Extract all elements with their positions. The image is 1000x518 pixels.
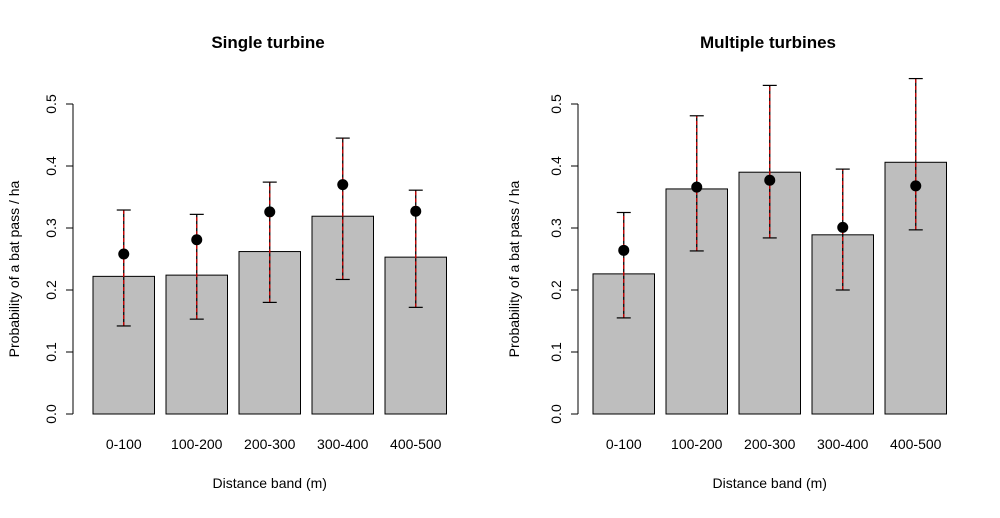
data-point	[264, 206, 276, 218]
y-tick-label: 0.0	[548, 404, 564, 424]
x-tick-label: 100-200	[171, 436, 223, 452]
x-axis-label: Distance band (m)	[213, 475, 327, 491]
y-tick-label: 0.0	[43, 404, 59, 424]
chart-title: Single turbine	[211, 33, 324, 52]
data-point	[910, 180, 922, 192]
data-point	[118, 248, 130, 260]
data-point	[191, 234, 203, 246]
y-tick-label: 0.1	[43, 342, 59, 362]
data-point	[618, 244, 630, 256]
y-tick-label: 0.2	[43, 280, 59, 300]
y-tick-label: 0.3	[43, 218, 59, 238]
y-axis-label: Probability of a bat pass / ha	[506, 180, 522, 357]
x-tick-label: 200-300	[244, 436, 296, 452]
chart-panel-1: Single turbine 0.0 0.1 0.2 0.3 0.4 0.5 Probabil…	[6, 33, 447, 491]
data-point	[691, 181, 703, 193]
data-point	[410, 205, 422, 217]
x-tick-label: 200-300	[744, 436, 796, 452]
data-point	[337, 179, 349, 191]
x-tick-label: 400-500	[390, 436, 442, 452]
y-tick-label: 0.5	[43, 94, 59, 114]
y-tick-label: 0.5	[548, 94, 564, 114]
y-tick-label: 0.4	[548, 156, 564, 176]
chart-title: Multiple turbines	[700, 33, 836, 52]
x-axis-label: Distance band (m)	[713, 475, 827, 491]
y-tick-label: 0.4	[43, 156, 59, 176]
y-tick-label: 0.3	[548, 218, 564, 238]
y-tick-label: 0.2	[548, 280, 564, 300]
x-tick-label: 300-400	[817, 436, 869, 452]
x-tick-label: 300-400	[317, 436, 369, 452]
x-tick-label: 0-100	[606, 436, 642, 452]
chart-panel-2: Multiple turbines 0.0 0.1 0.2 0.3 0.4 0.5 Proba…	[506, 33, 947, 491]
x-tick-label: 0-100	[106, 436, 142, 452]
y-tick-label: 0.1	[548, 342, 564, 362]
x-tick-label: 100-200	[671, 436, 723, 452]
data-point	[837, 221, 849, 233]
x-tick-label: 400-500	[890, 436, 942, 452]
y-axis-label: Probability of a bat pass / ha	[6, 180, 22, 357]
data-point	[764, 174, 776, 186]
